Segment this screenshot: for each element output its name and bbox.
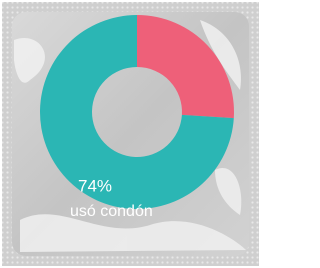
category-label: usó condón [70,203,153,220]
chart: 74% usó condón [0,0,261,268]
value-label: 74% [78,176,112,195]
